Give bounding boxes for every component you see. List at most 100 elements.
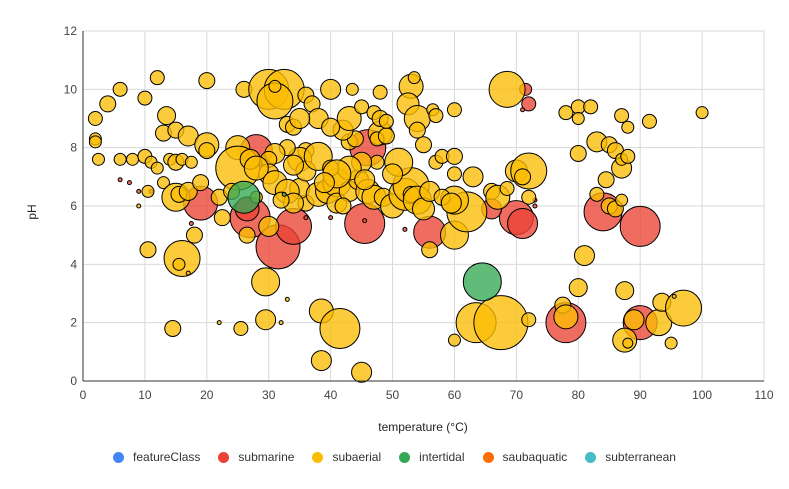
bubble-subaerial[interactable]: [510, 152, 548, 190]
bubble-subaerial[interactable]: [569, 145, 587, 162]
bubble-subaerial[interactable]: [446, 102, 462, 118]
bubble-subaerial[interactable]: [99, 95, 117, 113]
bubble-subaerial[interactable]: [421, 241, 439, 259]
bubble-subaerial[interactable]: [354, 169, 376, 191]
bubble-subaerial[interactable]: [664, 336, 678, 350]
bubble-submarine[interactable]: [532, 203, 538, 209]
legend-item-submarine[interactable]: submarine: [218, 450, 294, 464]
bubble-subaerial[interactable]: [282, 154, 304, 176]
bubble-submarine[interactable]: [619, 205, 661, 247]
bubble-subaerial[interactable]: [164, 320, 182, 337]
bubble-subaerial[interactable]: [589, 186, 605, 202]
bubble-subaerial[interactable]: [141, 184, 155, 198]
bubble-subaerial[interactable]: [614, 108, 630, 124]
bubble-subaerial[interactable]: [319, 308, 361, 349]
bubble-subaerial[interactable]: [172, 257, 186, 271]
bubble-subaerial[interactable]: [126, 152, 140, 166]
bubble-submarine[interactable]: [402, 226, 408, 232]
bubble-subaerial[interactable]: [185, 270, 191, 276]
bubble-subaerial[interactable]: [91, 152, 105, 166]
legend-item-featureClass[interactable]: featureClass: [113, 450, 200, 464]
bubble-subaerial[interactable]: [615, 281, 635, 301]
bubble-subaerial[interactable]: [198, 72, 216, 90]
legend-item-subterranean[interactable]: subterranean: [585, 450, 676, 464]
bubble-subaerial[interactable]: [615, 193, 629, 207]
bubble-subaerial[interactable]: [112, 81, 128, 97]
bubble-submarine[interactable]: [126, 180, 132, 186]
bubble-subaerial[interactable]: [620, 148, 636, 164]
bubble-submarine[interactable]: [303, 215, 309, 221]
bubble-subaerial[interactable]: [87, 111, 103, 126]
bubble-subaerial[interactable]: [258, 215, 280, 237]
bubble-subaerial[interactable]: [407, 71, 421, 85]
bubble-subaerial[interactable]: [665, 289, 703, 327]
bubble-submarine[interactable]: [362, 218, 368, 224]
bubble-subaerial[interactable]: [255, 309, 277, 331]
bubble-subaerial[interactable]: [473, 295, 529, 351]
bubble-subaerial[interactable]: [272, 191, 290, 209]
legend-item-subaerial[interactable]: subaerial: [312, 450, 381, 464]
bubble-submarine[interactable]: [274, 207, 312, 245]
bubble-subaerial[interactable]: [462, 166, 484, 188]
bubble-subaerial[interactable]: [597, 171, 615, 189]
bubble-subaerial[interactable]: [623, 309, 645, 331]
bubble-subaerial[interactable]: [558, 105, 574, 121]
bubble-intertidal[interactable]: [281, 191, 287, 197]
bubble-subaerial[interactable]: [178, 181, 198, 201]
bubble-subaerial[interactable]: [521, 189, 537, 205]
bubble-subaerial[interactable]: [289, 108, 311, 129]
bubble-subaerial[interactable]: [321, 117, 341, 137]
bubble-subaerial[interactable]: [440, 192, 462, 214]
bubble-subaerial[interactable]: [671, 293, 677, 299]
bubble-subaerial[interactable]: [428, 108, 444, 124]
bubble-subaerial[interactable]: [156, 176, 170, 190]
bubble-subaerial[interactable]: [150, 161, 164, 175]
legend-item-intertidal[interactable]: intertidal: [399, 450, 465, 464]
bubble-subaerial[interactable]: [408, 121, 426, 139]
bubble-subaerial[interactable]: [571, 112, 585, 125]
bubble-subaerial[interactable]: [446, 166, 462, 182]
bubble-subaerial[interactable]: [185, 226, 203, 244]
bubble-submarine[interactable]: [188, 221, 194, 226]
bubble-subaerial[interactable]: [268, 79, 282, 93]
bubble-subaerial[interactable]: [334, 197, 352, 215]
bubble-subaerial[interactable]: [251, 267, 281, 297]
bubble-submarine[interactable]: [117, 177, 123, 183]
bubble-subaerial[interactable]: [149, 70, 165, 86]
bubble-intertidal[interactable]: [227, 180, 261, 214]
bubble-subaerial[interactable]: [157, 106, 177, 126]
bubble-subaerial[interactable]: [445, 147, 463, 165]
bubble-subaerial[interactable]: [573, 245, 595, 267]
bubble-subaerial[interactable]: [213, 209, 231, 227]
bubble-subaerial[interactable]: [345, 82, 359, 96]
bubble-subaerial[interactable]: [336, 106, 362, 131]
bubble-subaerial[interactable]: [488, 70, 526, 108]
bubble-subaerial[interactable]: [198, 142, 216, 160]
bubble-subaerial[interactable]: [622, 337, 634, 349]
bubble-subaerial[interactable]: [310, 350, 332, 372]
bubble-subaerial[interactable]: [553, 304, 579, 330]
bubble-subaerial[interactable]: [514, 168, 532, 186]
bubble-subaerial[interactable]: [136, 203, 142, 209]
bubble-subaerial[interactable]: [216, 320, 222, 326]
bubble-subaerial[interactable]: [415, 136, 432, 154]
bubble-submarine[interactable]: [520, 107, 526, 113]
bubble-subaerial[interactable]: [351, 361, 373, 383]
bubble-submarine[interactable]: [507, 208, 539, 239]
bubble-subaerial[interactable]: [233, 321, 249, 336]
bubble-subaerial[interactable]: [137, 90, 153, 106]
bubble-subaerial[interactable]: [184, 155, 198, 169]
bubble-intertidal[interactable]: [462, 262, 502, 302]
bubble-subaerial[interactable]: [382, 163, 404, 185]
legend-item-saubaquatic[interactable]: saubaquatic: [482, 450, 567, 464]
bubble-subaerial[interactable]: [313, 172, 335, 194]
bubble-subaerial[interactable]: [320, 78, 342, 100]
bubble-subaerial[interactable]: [621, 120, 635, 134]
bubble-subaerial[interactable]: [354, 99, 370, 115]
bubble-subaerial[interactable]: [113, 152, 127, 166]
bubble-subaerial[interactable]: [499, 181, 515, 196]
bubble-subaerial[interactable]: [192, 174, 210, 192]
bubble-subaerial[interactable]: [238, 226, 256, 244]
bubble-subaerial[interactable]: [163, 240, 201, 277]
bubble-subaerial[interactable]: [243, 155, 269, 181]
